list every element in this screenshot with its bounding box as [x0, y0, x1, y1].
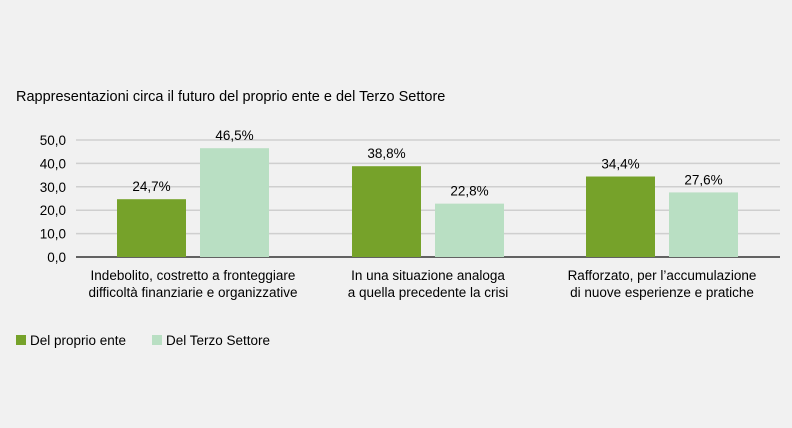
y-tick-label: 40,0 [40, 156, 66, 171]
x-tick-label: di nuove esperienze e pratiche [570, 285, 754, 300]
bars: 24,7% 46,5% 38,8% 22,8% 34,4% 27,6% [117, 128, 738, 257]
data-label: 27,6% [684, 172, 722, 187]
x-tick-label: In una situazione analoga [351, 268, 505, 283]
gridlines: 0,0 10,0 20,0 30,0 40,0 50,0 [40, 133, 780, 265]
chart-title: Rappresentazioni circa il futuro del pro… [16, 89, 445, 105]
data-label: 34,4% [601, 157, 639, 172]
legend-label: Del Terzo Settore [166, 333, 270, 348]
legend-swatch [152, 335, 162, 345]
bar-proprio-ente [352, 166, 421, 257]
legend-swatch [16, 335, 26, 345]
bar-proprio-ente [117, 199, 186, 257]
legend: Del proprio ente Del Terzo Settore [16, 333, 270, 348]
data-label: 24,7% [132, 179, 170, 194]
data-label: 46,5% [215, 128, 253, 143]
y-tick-label: 20,0 [40, 203, 66, 218]
y-tick-label: 50,0 [40, 133, 66, 148]
data-label: 22,8% [450, 184, 488, 199]
data-label: 38,8% [367, 146, 405, 161]
y-tick-label: 30,0 [40, 180, 66, 195]
y-tick-label: 10,0 [40, 227, 66, 242]
x-tick-label: difficoltà finanziarie e organizzative [88, 285, 297, 300]
x-axis-labels: Indebolito, costretto a fronteggiare diff… [88, 268, 756, 300]
y-tick-label: 0,0 [47, 250, 66, 265]
legend-label: Del proprio ente [30, 333, 126, 348]
x-tick-label: Rafforzato, per l’accumulazione [568, 268, 757, 283]
bar-terzo-settore [200, 148, 269, 257]
x-tick-label: a quella precedente la crisi [348, 285, 509, 300]
x-tick-label: Indebolito, costretto a fronteggiare [91, 268, 296, 283]
bar-proprio-ente [586, 176, 655, 257]
bar-terzo-settore [669, 192, 738, 257]
bar-terzo-settore [435, 203, 504, 257]
